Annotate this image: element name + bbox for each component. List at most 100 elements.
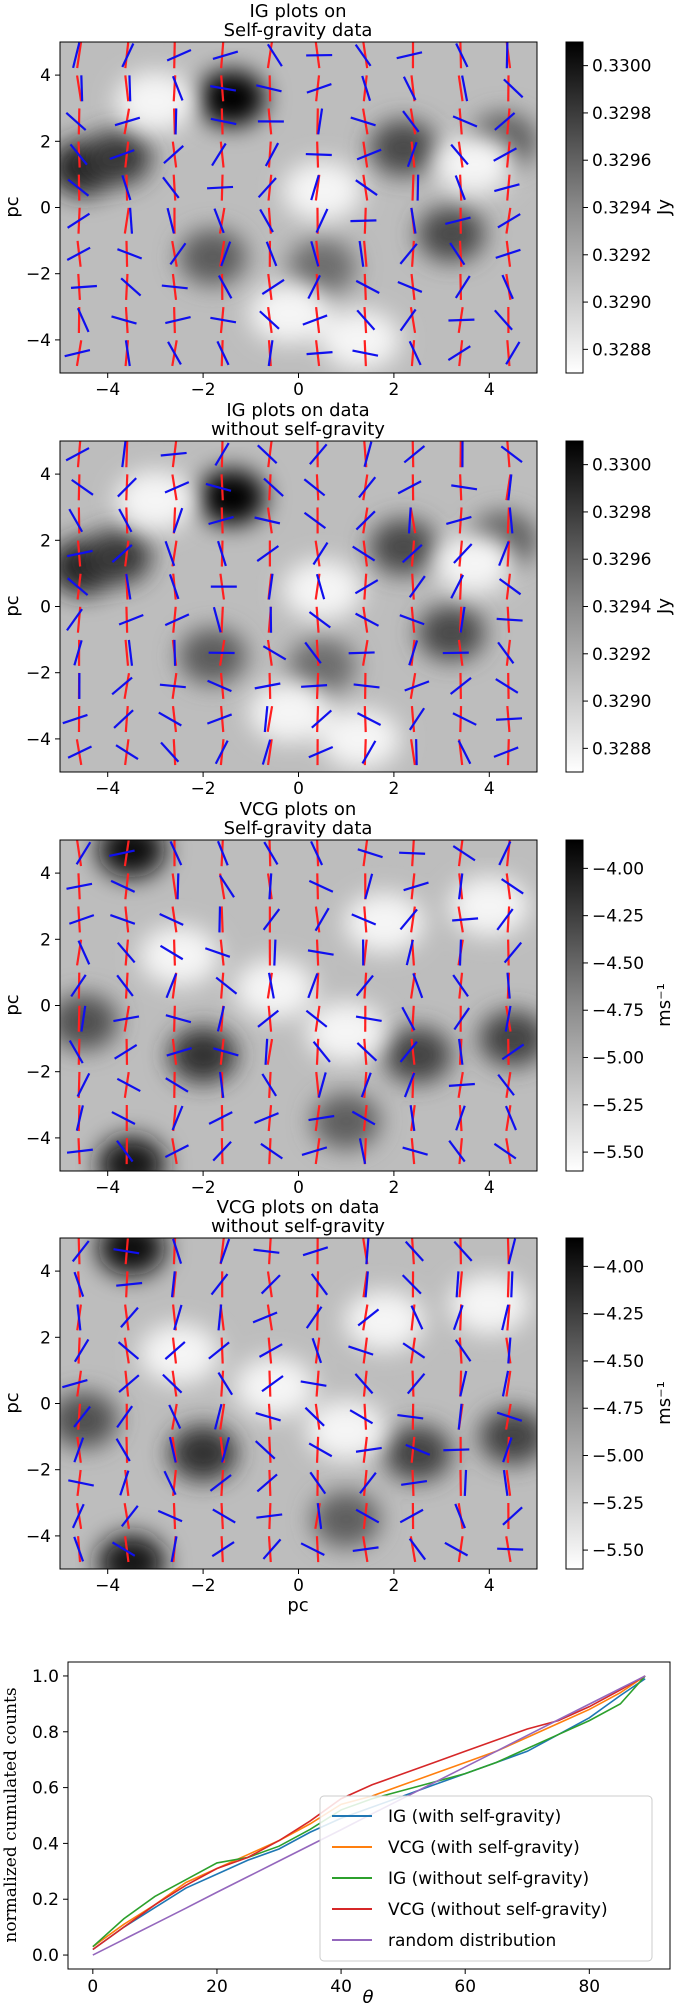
x-tick-label: 2	[388, 380, 399, 400]
colorbar-tick-label: −4.25	[592, 907, 644, 927]
blue-vector	[399, 853, 425, 854]
y-tick-label: 0	[40, 1395, 51, 1415]
red-vector	[460, 274, 461, 300]
colorbar-tick-label: −5.00	[592, 1447, 644, 1467]
heatmap-light-region	[235, 1357, 315, 1417]
red-vector	[508, 906, 509, 932]
y-tick-label: 0	[40, 598, 51, 618]
heatmap-image	[50, 1220, 547, 1590]
colorbar-tick-label: −5.25	[592, 1096, 644, 1116]
x-tick-label: 2	[388, 779, 399, 799]
colorbar-tick-label: −4.75	[592, 1001, 644, 1021]
heatmap-blob	[369, 519, 437, 575]
red-vector	[222, 607, 223, 633]
panel-title-line2: Self-gravity data	[224, 818, 373, 839]
blue-vector	[306, 154, 332, 155]
red-vector	[317, 1437, 318, 1463]
colorbar-tick-label: 0.3296	[592, 151, 651, 171]
red-vector	[174, 42, 175, 68]
red-vector	[365, 1404, 366, 1430]
y-tick-label: 0	[40, 199, 51, 219]
y-axis-label: normalized cumulated counts	[1, 1687, 21, 1942]
x-tick-label: −2	[191, 1576, 216, 1596]
y-tick-label: −2	[26, 664, 51, 684]
blue-vector	[497, 1549, 523, 1550]
heatmap-blob	[98, 1220, 166, 1276]
red-vector	[174, 175, 176, 201]
red-vector	[269, 474, 270, 500]
x-tick-label: 2	[388, 1178, 399, 1198]
heatmap-light-region	[139, 926, 219, 986]
colorbar-label: ms⁻¹	[654, 983, 675, 1027]
heatmap-blob	[369, 120, 437, 176]
y-tick-label: 0	[40, 997, 51, 1017]
blue-vector	[448, 320, 474, 321]
y-axis-label: pc	[2, 1392, 23, 1413]
colorbar-tick-label: 0.3290	[592, 293, 651, 313]
blue-vector	[511, 1271, 512, 1297]
red-vector	[460, 241, 461, 267]
red-vector	[79, 1238, 80, 1264]
colorbar-tick-label: −5.50	[592, 1541, 644, 1561]
y-tick-label: 2	[40, 930, 51, 950]
colorbar-tick-label: −5.50	[592, 1143, 644, 1163]
colorbar-tick-label: 0.3292	[592, 246, 651, 266]
y-tick-label: 2	[40, 531, 51, 551]
legend: IG (with self-gravity)VCG (with self-gra…	[320, 1796, 652, 1961]
colorbar-tick-label: −5.25	[592, 1494, 644, 1514]
panel-title-line2: Self-gravity data	[224, 20, 373, 41]
blue-vector	[207, 187, 233, 188]
colorbar-ticks: 0.33000.32980.32960.32940.32920.32900.32…	[583, 57, 651, 361]
colorbar-tick-label: −4.00	[592, 859, 644, 879]
red-vector	[126, 441, 127, 467]
heatmap-light-region	[321, 310, 401, 370]
red-vector	[317, 1271, 318, 1297]
x-tick-label: −2	[191, 1178, 216, 1198]
panel-title-line1: VCG plots on data	[217, 1197, 380, 1218]
colorbar-tick-label: 0.3296	[592, 550, 651, 570]
x-tick-label: 0	[293, 779, 304, 799]
colorbar-tick-label: −4.25	[592, 1305, 644, 1325]
red-vector	[222, 906, 223, 932]
red-vector	[317, 873, 318, 899]
map-panel-2: IG plots on data without self-gravity −4…	[2, 400, 675, 799]
colorbar-label: ms⁻¹	[654, 1381, 675, 1425]
red-vector	[79, 1039, 80, 1065]
x-tick-label: 20	[206, 1977, 228, 1997]
x-tick-label: 4	[484, 1178, 495, 1198]
y-tick-label: −4	[26, 1527, 51, 1547]
y-tick-label: −4	[26, 1129, 51, 1149]
y-tick-label: 0.2	[32, 1890, 59, 1910]
panel-title-line1: VCG plots on	[240, 799, 357, 820]
colorbar-label: Jy	[654, 598, 675, 615]
x-tick-label: −4	[95, 380, 120, 400]
red-vector	[365, 706, 366, 732]
y-tick-label: −4	[26, 331, 51, 351]
x-tick-label: −4	[95, 1178, 120, 1198]
x-tick-label: −4	[95, 1576, 120, 1596]
y-tick-label: 4	[40, 1262, 51, 1282]
red-vector	[269, 1470, 270, 1496]
blue-vector	[460, 940, 461, 966]
colorbar-tick-label: −4.50	[592, 954, 644, 974]
blue-vector	[496, 718, 522, 719]
y-tick-label: −2	[26, 1461, 51, 1481]
x-tick-label: 80	[578, 1977, 600, 1997]
y-axis-label: pc	[2, 595, 23, 616]
y-tick-label: 2	[40, 132, 51, 152]
y-tick-label: −2	[26, 1063, 51, 1083]
colorbar-ticks: 0.33000.32980.32960.32940.32920.32900.32…	[583, 456, 651, 760]
y-axis-label: pc	[2, 994, 23, 1015]
y-axis-label: pc	[2, 196, 23, 217]
heatmap-light-region	[235, 959, 315, 1019]
blue-vector	[178, 873, 179, 899]
x-tick-label: −2	[191, 779, 216, 799]
colorbar-label: Jy	[654, 199, 675, 216]
red-vector	[317, 706, 318, 732]
red-vector	[174, 1503, 175, 1529]
colorbar-tick-label: 0.3294	[592, 598, 651, 618]
red-vector	[174, 739, 175, 765]
heatmap-light-region	[435, 533, 515, 593]
